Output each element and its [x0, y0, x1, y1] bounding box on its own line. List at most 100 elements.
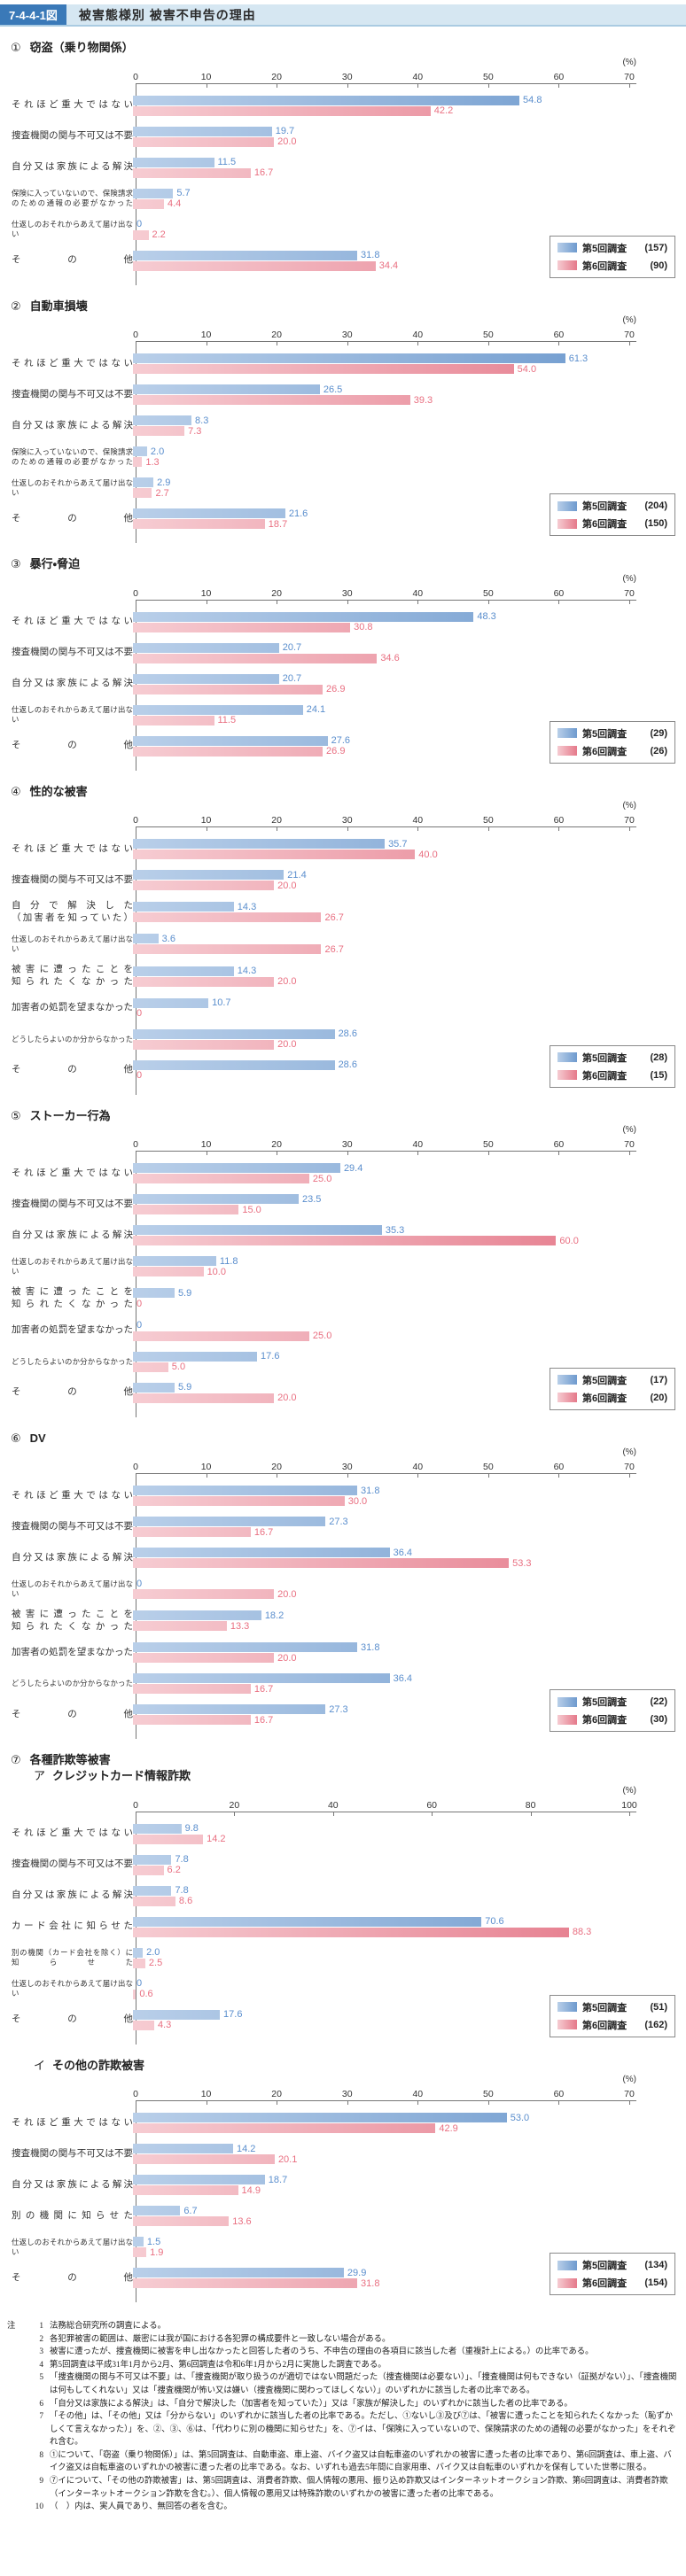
chart-row: 自分又は家族による解決 11.5 16.7 [12, 152, 636, 183]
bar-value: 20.7 [282, 673, 302, 685]
bar-line: 6.7 [133, 2205, 636, 2216]
axis-tick-mark [417, 1474, 419, 1478]
bar-line: 0 [133, 219, 636, 230]
row-bars: 5.7 4.4 [133, 188, 636, 210]
chart-row: 捜査機関の関与不可又は不要 26.5 39.3 [12, 379, 636, 410]
bar-survey5 [133, 1947, 144, 1958]
row-bars: 6.7 13.6 [133, 2205, 636, 2227]
bar-value: 11.5 [217, 157, 237, 168]
bar-value: 36.4 [393, 1547, 413, 1558]
axis-tick-label: 0 [133, 587, 138, 599]
axis-tick-label: 10 [200, 815, 212, 826]
bar-line: 39.3 [133, 395, 636, 406]
bar-value: 10.7 [212, 997, 231, 1009]
axis-tick-label: 10 [200, 1462, 212, 1473]
chart-title-text: 窃盗（乗り物関係） [29, 41, 134, 54]
row-label: 自分又は家族による解決 [12, 161, 133, 173]
note-text: 「その他」は、「その他」又は「分からない」のいずれかに該当した者の比率である。た… [50, 2412, 676, 2448]
bar-value: 0 [136, 219, 143, 230]
bar-value: 29.9 [347, 2267, 367, 2278]
bar-value: 6.7 [183, 2205, 198, 2216]
axis-tick-label: 60 [553, 330, 565, 341]
row-bars: 28.6 20.0 [133, 1028, 636, 1051]
bar-value: 7.8 [175, 1854, 189, 1865]
bar-survey6 [133, 944, 322, 955]
chart-row: 保険に入っていないので、保険請求 のための通報の必要がなかった 2.0 1.3 [12, 441, 636, 472]
bar-survey6 [133, 1896, 175, 1906]
notes-spacer [7, 2346, 25, 2359]
row-bars: 0 2.2 [133, 219, 636, 241]
bar-survey5 [133, 353, 565, 364]
bar-line: 20.0 [133, 1653, 636, 1664]
row-label: それほど重大ではない [12, 842, 133, 854]
bar-value: 31.8 [361, 250, 380, 261]
bar-line: 61.3 [133, 353, 636, 364]
chart-row: カード会社に知らせた 70.6 88.3 [12, 1912, 636, 1943]
bar-line: 11.5 [133, 715, 636, 726]
legend-item: 第6回調査 (150) [557, 516, 667, 531]
row-bars: 36.4 16.7 [133, 1672, 636, 1695]
bar-line: 2.9 [133, 477, 636, 488]
bar-line: 17.6 [133, 2009, 636, 2020]
bar-chart-car-damage: (%) 0 10 20 30 40 50 60 70 それほど重大ではない 61.3 54.0 捜査機関… [12, 315, 675, 544]
row-label: 自分又は家族による解決 [12, 1889, 133, 1901]
bar-line: 7.3 [133, 426, 636, 437]
bar-value: 26.7 [324, 943, 344, 955]
bar-survey6 [133, 457, 143, 468]
x-axis: (%) 0 10 20 30 40 50 60 70 [133, 58, 636, 83]
legend: 第5回調査 (204) 第6回調査 (150) [550, 493, 675, 537]
bar-survey5 [133, 95, 520, 105]
axis-tick-mark [530, 1812, 532, 1816]
legend-count: (90) [650, 260, 667, 271]
bar-survey6 [133, 1865, 164, 1875]
bar-value: 15.0 [242, 1204, 261, 1215]
chart-row: 自分又は家族による解決 36.4 53.3 [12, 1542, 636, 1573]
bar-survey6 [133, 2185, 238, 2196]
axis-tick-mark [347, 827, 348, 832]
row-bars: 14.2 20.1 [133, 2143, 636, 2165]
bar-line: 14.3 [133, 966, 636, 976]
chart-row: 別の機関（カード会社を除く）に 知らせた 2.0 2.5 [12, 1943, 636, 1974]
bar-line: 26.7 [133, 943, 636, 955]
bar-line: 31.8 [133, 1642, 636, 1653]
row-bars: 2.0 2.5 [133, 1947, 636, 1969]
chart-rows: それほど重大ではない 35.7 40.0 捜査機関の関与不可又は不要 21.4 20.0 自… [12, 831, 675, 1095]
axis-tick-mark [629, 2101, 630, 2106]
bar-line: 13.6 [133, 2216, 636, 2227]
bar-survey6 [133, 167, 251, 178]
bar-survey6 [133, 1527, 251, 1538]
legend-swatch-survey6 [557, 260, 577, 271]
bar-value: 9.8 [184, 1823, 199, 1834]
axis-tick-label: 40 [412, 587, 424, 599]
axis-tick-label: 10 [200, 71, 212, 82]
chart-title: ① 窃盗（乗り物関係） [11, 40, 686, 56]
bar-value: 14.3 [237, 901, 257, 912]
legend-count: (28) [650, 1051, 667, 1063]
bar-line: 4.4 [133, 198, 636, 209]
chart-number: ③ [11, 557, 21, 571]
bar-line: 53.0 [133, 2113, 636, 2123]
axis-tick-label: 20 [229, 1799, 240, 1811]
chart-row: それほど重大ではない 31.8 30.0 [12, 1480, 636, 1511]
bar-value: 60.0 [559, 1235, 579, 1246]
axis-tick-mark [347, 83, 348, 88]
bar-value: 11.5 [217, 715, 237, 726]
axis-tick-mark [629, 1812, 630, 1816]
row-label: 仕返しのおそれからあえて届け出ない [12, 935, 133, 953]
bar-value: 26.9 [326, 746, 346, 757]
axis-tick-label: 60 [426, 1799, 438, 1811]
row-label: 捜査機関の関与不可又は不要 [12, 1858, 133, 1870]
row-bars: 20.7 34.6 [133, 642, 636, 664]
bar-line: 2.5 [133, 1958, 636, 1968]
note-number: 10 [35, 2502, 43, 2512]
legend: 第5回調査 (157) 第6回調査 (90) [550, 235, 675, 278]
legend-item: 第5回調査 (157) [557, 241, 667, 255]
axis-tick-label: 0 [133, 2089, 138, 2100]
legend-count: (157) [644, 242, 667, 253]
axis-tick-mark [629, 827, 630, 832]
bar-line: 17.6 [133, 1351, 636, 1362]
bar-value: 0 [136, 1320, 143, 1331]
chart-section-sexual: ④ 性的な被害 (%) 0 10 20 30 40 50 60 70 それほど重大ではない 35.7 4… [11, 784, 686, 1095]
bar-survey5 [133, 642, 279, 653]
bar-survey6 [133, 976, 275, 987]
